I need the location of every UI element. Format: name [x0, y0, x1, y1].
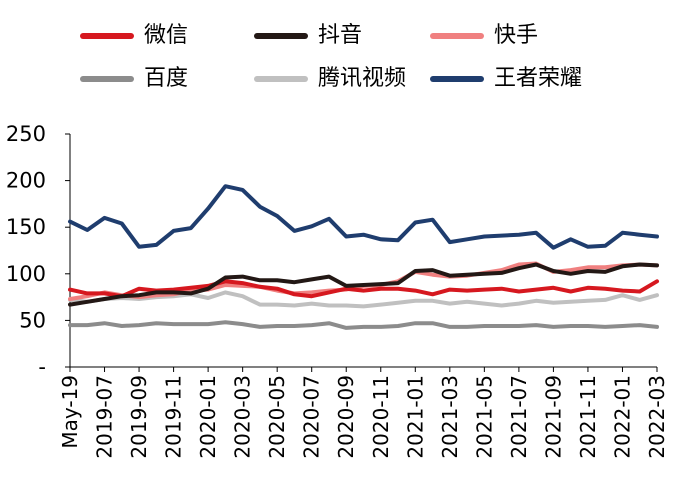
x-tick-label: 2019-09 — [127, 375, 151, 459]
legend-item-baidu: 百度 — [80, 64, 188, 94]
series-line-5 — [68, 184, 659, 250]
legend-swatch-kuaishou — [430, 33, 484, 39]
x-tick-label: 2021-11 — [576, 375, 600, 459]
x-tick-label: 2020-09 — [334, 375, 358, 459]
legend-swatch-douyin — [254, 33, 308, 39]
y-tick-label: 150 — [6, 215, 46, 239]
legend-label-kuaishou: 快手 — [494, 23, 539, 48]
legend-item-wechat: 微信 — [80, 21, 188, 51]
x-tick-labels: May-19 2019-07 2019-09 2019-11 2020-01 2020-0… — [58, 375, 669, 459]
x-tick-label: 2021-05 — [472, 375, 496, 459]
legend-label-baidu: 百度 — [144, 66, 189, 91]
series-line-1 — [68, 262, 659, 307]
legend-label-honor-of-kings: 王者荣耀 — [494, 66, 583, 91]
legend-swatch-tencent-video — [254, 76, 308, 82]
legend-swatch-baidu — [80, 76, 134, 82]
x-tick-label: 2021-09 — [541, 375, 565, 459]
y-tick-label: 50 — [19, 308, 46, 332]
legend-item-tencent-video: 腾讯视频 — [254, 64, 406, 94]
x-tick-label: 2019-07 — [93, 375, 117, 459]
x-tick-label: 2019-11 — [162, 375, 186, 459]
chart-axes — [65, 133, 658, 372]
y-tick-label: 100 — [6, 262, 46, 286]
x-tick-label: May-19 — [58, 375, 82, 449]
series-line-0 — [68, 279, 659, 299]
x-tick-label: 2020-03 — [231, 375, 255, 459]
legend-swatch-wechat — [80, 33, 134, 39]
x-tick-label: 2021-03 — [438, 375, 462, 459]
legend-label-tencent-video: 腾讯视频 — [318, 66, 407, 91]
x-tick-label: 2022-01 — [610, 375, 634, 459]
legend-item-douyin: 抖音 — [254, 21, 362, 51]
x-tick-label: 2020-01 — [196, 375, 220, 459]
x-tick-label: 2021-01 — [403, 375, 427, 459]
legend-item-kuaishou: 快手 — [430, 21, 538, 51]
x-tick-label: 2022-03 — [645, 375, 669, 459]
y-tick-label: - — [38, 355, 46, 379]
y-tick-labels: - 50 100 150 200 250 — [6, 122, 46, 379]
legend-item-honor-of-kings: 王者荣耀 — [430, 64, 582, 94]
legend-swatch-honor-of-kings — [430, 76, 484, 82]
series-line-3 — [68, 320, 659, 330]
x-tick-label: 2020-11 — [369, 375, 393, 459]
series-lines — [68, 184, 659, 330]
y-tick-label: 200 — [6, 169, 46, 193]
y-tick-label: 250 — [6, 122, 46, 146]
x-tick-label: 2021-07 — [507, 375, 531, 459]
x-tick-label: 2020-07 — [300, 375, 324, 459]
legend-label-wechat: 微信 — [144, 23, 189, 48]
x-tick-label: 2020-05 — [265, 375, 289, 459]
legend-label-douyin: 抖音 — [318, 23, 363, 48]
